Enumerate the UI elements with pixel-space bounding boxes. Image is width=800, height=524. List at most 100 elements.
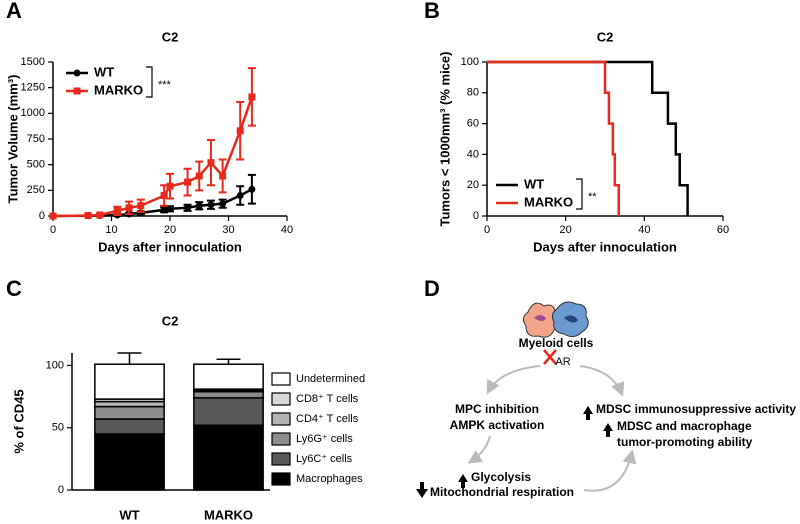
legend-label: WT <box>94 64 114 79</box>
legend-label: CD4⁺ T cells <box>296 413 359 425</box>
y-tick-label: 1250 <box>21 82 45 94</box>
legend-marker <box>73 87 81 95</box>
legend-label: WT <box>524 176 544 191</box>
point <box>49 212 57 220</box>
y-axis-label: Tumor Volume (mm³) <box>5 75 20 204</box>
effect-text: tumor-promoting ability <box>617 435 753 449</box>
legend-label: Macrophages <box>296 473 363 485</box>
knockout-mark <box>543 349 557 365</box>
point <box>166 182 174 190</box>
panel-label: B <box>424 0 440 23</box>
legend-label: MARKO <box>94 82 143 97</box>
significance: ** <box>588 191 597 203</box>
x-tick-label: 0 <box>50 224 56 236</box>
x-tick-label: 0 <box>484 224 490 236</box>
point <box>96 211 104 219</box>
x-axis-label: Days after innoculation <box>533 239 677 254</box>
survival-curve <box>487 60 689 216</box>
down-arrow <box>416 482 428 498</box>
bar-segment <box>94 433 165 491</box>
x-tick-label: 30 <box>222 224 234 236</box>
y-axis-label: Tumors < 1000mm³ (% mice) <box>437 52 452 227</box>
effect-text: AMPK activation <box>450 418 545 432</box>
up-arrow <box>583 406 593 420</box>
significance-bracket <box>576 178 583 210</box>
legend-label: CD8⁺ T cells <box>296 393 359 405</box>
point <box>236 191 244 199</box>
legend-swatch <box>271 392 291 406</box>
y-tick-label: 750 <box>27 133 45 145</box>
point <box>248 93 256 101</box>
bar-segment <box>193 397 264 426</box>
panel-label: D <box>424 276 440 301</box>
x-tick-label: 20 <box>560 224 572 236</box>
point <box>207 201 215 209</box>
effect-text: Glycolysis <box>471 470 531 484</box>
x-tick-label: 40 <box>281 224 293 236</box>
y-tick-label: 500 <box>27 159 45 171</box>
x-tick-label: 40 <box>638 224 650 236</box>
chart-title: C2 <box>162 29 179 44</box>
arrow <box>579 365 625 397</box>
point <box>113 207 121 215</box>
x-tick-label: 60 <box>717 224 729 236</box>
y-tick-label: 1500 <box>21 56 45 68</box>
bar-segment <box>193 363 264 390</box>
point <box>236 127 244 135</box>
y-tick-label: 20 <box>467 179 479 191</box>
chart-title: C2 <box>597 29 614 44</box>
point <box>84 211 92 219</box>
y-tick-label: 40 <box>467 148 479 160</box>
series-line <box>52 96 254 218</box>
y-tick-label: 0 <box>39 210 45 222</box>
legend-swatch <box>271 432 291 446</box>
point <box>137 202 145 210</box>
significance-bracket <box>146 66 153 98</box>
arrow <box>486 365 541 395</box>
x-axis-label: Days after innoculation <box>98 239 242 254</box>
legend-label: MARKO <box>524 194 573 209</box>
point <box>184 204 192 212</box>
effect-text: MDSC immunosuppressive activity <box>596 402 796 416</box>
y-tick-label: 0 <box>58 484 64 496</box>
y-tick-label: 1000 <box>21 107 45 119</box>
x-tick-label: 20 <box>164 224 176 236</box>
chart-title: C2 <box>162 313 179 328</box>
x-tick-label: WT <box>119 507 139 522</box>
point <box>219 172 227 180</box>
bar-segment <box>94 405 165 420</box>
cell-label: Myeloid cells <box>519 336 594 350</box>
y-tick-label: 100 <box>461 56 479 68</box>
point <box>248 185 256 193</box>
y-tick-label: 250 <box>27 184 45 196</box>
y-tick-label: 60 <box>467 118 479 130</box>
point <box>160 206 168 214</box>
effect-text: MPC inhibition <box>455 402 539 416</box>
legend-swatch <box>271 452 291 466</box>
y-tick-label: 80 <box>467 87 479 99</box>
bar-segment <box>94 418 165 435</box>
legend-label: Undetermined <box>296 373 365 385</box>
legend-swatch <box>271 412 291 426</box>
bar-segment <box>94 363 165 400</box>
legend-marker <box>73 69 81 77</box>
legend-label: Ly6G⁺ cells <box>296 433 353 445</box>
legend-swatch <box>271 372 291 386</box>
y-axis-label: % of CD45 <box>11 389 26 453</box>
point <box>166 205 174 213</box>
effect-text: MDSC and macrophage <box>617 419 752 433</box>
legend-label: Ly6C⁺ cells <box>296 453 353 465</box>
legend-swatch <box>271 472 291 486</box>
x-tick-label: MARKO <box>204 507 253 522</box>
y-tick-label: 100 <box>46 359 64 371</box>
bar-segment <box>193 390 264 399</box>
panel-label: A <box>6 0 22 23</box>
arrow <box>467 435 491 464</box>
x-tick-label: 10 <box>105 224 117 236</box>
arrow <box>583 449 637 492</box>
cell-icon <box>522 301 589 338</box>
error-bar <box>117 352 142 365</box>
point <box>160 191 168 199</box>
up-arrow <box>458 474 468 488</box>
